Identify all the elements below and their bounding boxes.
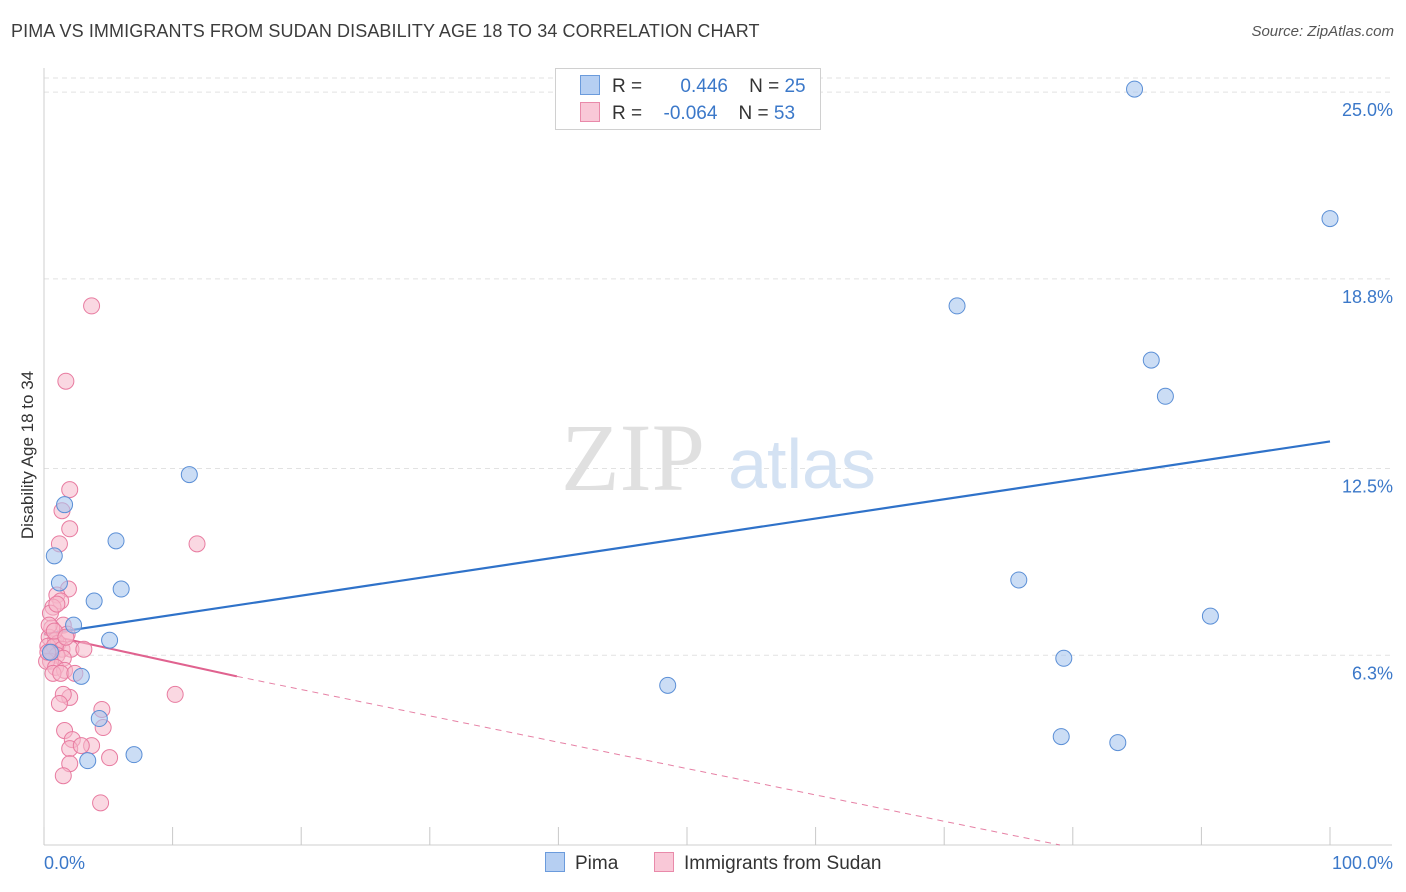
sudan-point <box>83 297 101 315</box>
bottom-legend-sudan-label: Immigrants from Sudan <box>684 853 882 874</box>
watermark: ZIP atlas <box>561 404 876 511</box>
pima-point <box>180 466 198 484</box>
pima-point <box>1156 387 1174 405</box>
pima-point <box>41 643 59 661</box>
pima-point <box>1010 571 1028 589</box>
pima-point <box>1321 210 1339 228</box>
pima-point <box>1142 351 1160 369</box>
pima-point <box>1052 728 1070 746</box>
source-label: Source: ZipAtlas.com <box>1251 23 1394 40</box>
sudan-point <box>54 767 72 785</box>
legend-n-value: 53 <box>773 103 796 124</box>
sudan-trend-extension <box>236 675 1061 846</box>
bottom-legend-pima: Pima <box>545 852 618 875</box>
pima-point <box>125 746 143 764</box>
sudan-point <box>72 737 90 755</box>
sudan-point <box>52 664 70 682</box>
sudan-point <box>48 595 66 613</box>
sudan-point <box>75 640 93 658</box>
legend-n-value: 25 <box>784 76 806 97</box>
pima-point <box>1201 607 1219 625</box>
pima-point <box>85 592 103 610</box>
pima-trend-line <box>43 440 1331 636</box>
sudan-point <box>50 694 68 712</box>
sudan-swatch <box>654 852 674 872</box>
pima-point <box>90 710 108 728</box>
pima-point <box>659 676 677 694</box>
sudan-point <box>57 372 75 390</box>
sudan-point <box>101 749 119 767</box>
legend-n-label: N = <box>738 103 769 124</box>
data-points <box>38 80 1339 812</box>
bottom-legend-sudan: Immigrants from Sudan <box>654 852 881 875</box>
pima-point <box>107 532 125 550</box>
watermark-zip: ZIP <box>561 404 705 511</box>
pima-point <box>112 580 130 598</box>
pima-point <box>45 547 63 565</box>
legend-r-label: R = <box>612 76 643 97</box>
y-tick-label: 25.0% <box>1342 100 1393 120</box>
pima-point <box>79 752 97 770</box>
legend-row-sudan: R = -0.064 N = 53 <box>580 102 795 125</box>
pima-point <box>56 496 74 514</box>
y-tick-label: 6.3% <box>1352 663 1393 683</box>
sudan-swatch <box>580 102 600 122</box>
pima-point <box>101 631 119 649</box>
sudan-point <box>61 481 79 499</box>
pima-point <box>72 667 90 685</box>
sudan-trend-line <box>43 633 238 678</box>
pima-point <box>1055 649 1073 667</box>
x-tick-label: 0.0% <box>44 853 85 873</box>
axes <box>43 68 1392 846</box>
y-axis-label: Disability Age 18 to 34 <box>18 370 37 540</box>
pima-point <box>1126 80 1144 98</box>
pima-point <box>50 574 68 592</box>
legend-n-label: N = <box>749 76 780 97</box>
sudan-point <box>188 535 206 553</box>
bottom-legend-pima-label: Pima <box>575 853 619 874</box>
x-tick-label: 100.0% <box>1332 853 1393 873</box>
y-tick-label: 12.5% <box>1342 477 1393 497</box>
sudan-point <box>61 520 79 538</box>
sudan-point <box>166 685 184 703</box>
pima-point <box>948 297 966 315</box>
pima-point <box>65 616 83 634</box>
watermark-atlas: atlas <box>728 425 876 503</box>
pima-swatch <box>545 852 565 872</box>
legend-r-value: 0.446 <box>680 76 728 97</box>
legend-r-label: R = <box>612 103 643 124</box>
legend-r-value: -0.064 <box>663 103 718 124</box>
correlation-legend: R = 0.446 N = 25 R = -0.064 N = 53 <box>555 68 821 130</box>
pima-point <box>1109 734 1127 752</box>
legend-row-pima: R = 0.446 N = 25 <box>580 75 806 98</box>
sudan-point <box>57 628 75 646</box>
tick-labels: 6.3% 12.5% 18.8% 25.0% 0.0% 100.0% <box>44 100 1393 873</box>
y-tick-label: 18.8% <box>1342 287 1393 307</box>
pima-swatch <box>580 75 600 95</box>
trend-lines <box>43 440 1331 846</box>
sudan-point <box>92 794 110 812</box>
grid-lines <box>44 77 1392 656</box>
chart-title: PIMA VS IMMIGRANTS FROM SUDAN DISABILITY… <box>11 21 760 41</box>
